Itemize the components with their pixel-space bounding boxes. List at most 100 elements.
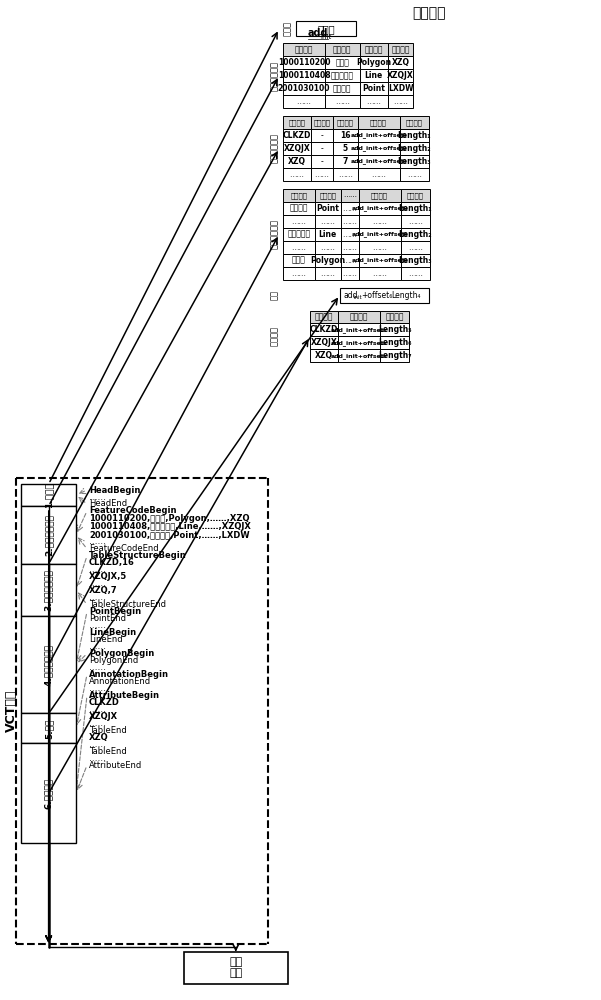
FancyBboxPatch shape — [283, 82, 325, 95]
FancyBboxPatch shape — [360, 82, 388, 95]
Text: ……: …… — [343, 256, 357, 265]
Text: 2.要素类型参数: 2.要素类型参数 — [44, 514, 53, 556]
FancyBboxPatch shape — [333, 142, 358, 155]
Text: ……: …… — [393, 97, 408, 106]
Text: PointBegin: PointBegin — [89, 607, 141, 616]
Text: 字段个数: 字段个数 — [337, 119, 354, 126]
Text: add_init+offset₁: add_init+offset₁ — [350, 133, 407, 138]
FancyBboxPatch shape — [283, 267, 315, 280]
FancyBboxPatch shape — [310, 349, 338, 362]
Text: 文件头: 文件头 — [317, 24, 335, 34]
Text: ……: …… — [290, 170, 305, 179]
FancyBboxPatch shape — [21, 616, 76, 713]
Text: add_init+offset₂: add_init+offset₂ — [350, 146, 407, 151]
FancyBboxPatch shape — [325, 95, 360, 108]
Text: FeatureCodeBegin: FeatureCodeBegin — [89, 506, 177, 515]
FancyBboxPatch shape — [333, 129, 358, 142]
FancyBboxPatch shape — [325, 43, 360, 56]
Text: 零星地物: 零星地物 — [290, 204, 308, 213]
Text: Point: Point — [317, 204, 340, 213]
Text: ……: …… — [89, 642, 106, 651]
FancyBboxPatch shape — [333, 116, 358, 129]
FancyBboxPatch shape — [338, 349, 380, 362]
FancyBboxPatch shape — [283, 168, 311, 181]
Text: 注记: 注记 — [270, 290, 279, 300]
Text: ……: …… — [407, 170, 422, 179]
Text: Polygon: Polygon — [310, 256, 346, 265]
FancyBboxPatch shape — [388, 43, 413, 56]
Text: Length₅: Length₅ — [378, 325, 411, 334]
Text: ……: …… — [343, 217, 357, 226]
Text: TableEnd: TableEnd — [89, 726, 127, 735]
Text: ……: …… — [89, 537, 106, 546]
FancyBboxPatch shape — [311, 129, 333, 142]
FancyBboxPatch shape — [400, 228, 430, 241]
FancyBboxPatch shape — [325, 69, 360, 82]
Text: LineEnd: LineEnd — [89, 635, 123, 644]
Text: ……: …… — [343, 230, 357, 239]
Text: ……: …… — [320, 269, 335, 278]
Text: ……: …… — [343, 204, 357, 213]
FancyBboxPatch shape — [341, 241, 359, 254]
FancyBboxPatch shape — [325, 82, 360, 95]
FancyBboxPatch shape — [358, 142, 400, 155]
Text: 要素类型: 要素类型 — [319, 192, 337, 199]
FancyBboxPatch shape — [341, 202, 359, 215]
Text: 1000110408: 1000110408 — [278, 71, 331, 80]
Text: XZQ,7: XZQ,7 — [89, 586, 118, 595]
FancyBboxPatch shape — [310, 323, 338, 336]
Text: 几何图形数据: 几何图形数据 — [270, 219, 279, 249]
FancyBboxPatch shape — [380, 336, 409, 349]
FancyBboxPatch shape — [283, 155, 311, 168]
Text: 要素类型: 要素类型 — [364, 45, 383, 54]
Text: -: - — [320, 131, 323, 140]
Text: ……: …… — [366, 97, 381, 106]
FancyBboxPatch shape — [315, 202, 341, 215]
FancyBboxPatch shape — [400, 254, 430, 267]
Text: 要素类型参数: 要素类型参数 — [270, 61, 279, 91]
Text: Length₃: Length₃ — [398, 256, 432, 265]
Text: 数据长度: 数据长度 — [407, 192, 424, 199]
Text: LineBegin: LineBegin — [89, 628, 136, 637]
Text: ……: …… — [89, 705, 106, 714]
Text: 数据
读取: 数据 读取 — [229, 957, 242, 978]
Text: add_init+offset₄: add_init+offset₄ — [352, 205, 408, 211]
FancyBboxPatch shape — [21, 713, 76, 743]
FancyBboxPatch shape — [283, 215, 315, 228]
Text: Length₁: Length₁ — [398, 204, 432, 213]
Text: XZQJX,5: XZQJX,5 — [89, 572, 127, 581]
FancyBboxPatch shape — [283, 43, 325, 56]
Text: 行政区界线: 行政区界线 — [331, 71, 354, 80]
Text: AttributeBegin: AttributeBegin — [89, 691, 160, 700]
Text: PolygonBegin: PolygonBegin — [89, 649, 154, 658]
FancyBboxPatch shape — [388, 69, 413, 82]
FancyBboxPatch shape — [21, 743, 76, 843]
Text: Length₆: Length₆ — [378, 338, 411, 347]
Text: 数据长度: 数据长度 — [406, 119, 423, 126]
FancyBboxPatch shape — [283, 56, 325, 69]
Text: ……: …… — [335, 97, 350, 106]
Text: ……: …… — [408, 269, 423, 278]
Text: XZQJX: XZQJX — [387, 71, 414, 80]
FancyBboxPatch shape — [283, 254, 315, 267]
Text: ……: …… — [343, 269, 357, 278]
Text: Length₃: Length₃ — [398, 157, 432, 166]
FancyBboxPatch shape — [310, 336, 338, 349]
Text: XZQ: XZQ — [89, 733, 109, 742]
Text: Line: Line — [365, 71, 383, 80]
Text: ……: …… — [372, 269, 387, 278]
FancyBboxPatch shape — [21, 564, 76, 616]
Text: AttributeEnd: AttributeEnd — [89, 761, 142, 770]
FancyBboxPatch shape — [333, 168, 358, 181]
Text: XZQ: XZQ — [315, 351, 333, 360]
Text: +offset₆: +offset₆ — [361, 291, 392, 300]
FancyBboxPatch shape — [358, 116, 400, 129]
Text: VCT实例: VCT实例 — [5, 690, 18, 732]
FancyBboxPatch shape — [21, 506, 76, 564]
Text: XZQJX: XZQJX — [89, 712, 118, 721]
Text: HeadBegin: HeadBegin — [89, 486, 141, 495]
Text: PolygonEnd: PolygonEnd — [89, 656, 138, 665]
Text: -: - — [320, 144, 323, 153]
FancyBboxPatch shape — [360, 69, 388, 82]
FancyBboxPatch shape — [341, 267, 359, 280]
